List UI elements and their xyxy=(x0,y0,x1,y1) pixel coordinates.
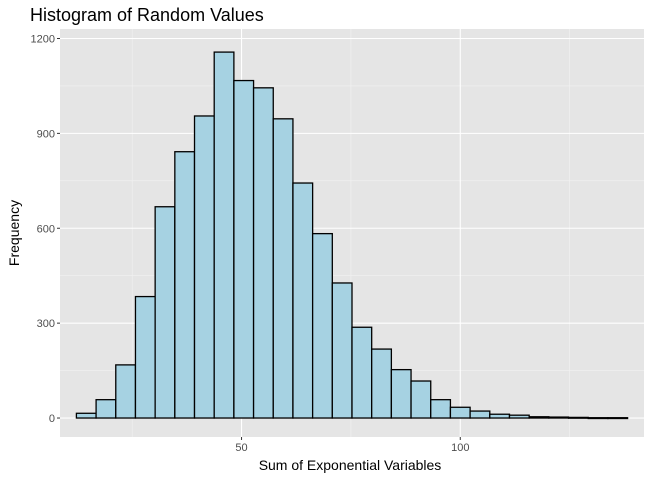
histogram-bar xyxy=(489,413,511,419)
histogram-bar xyxy=(548,416,570,419)
histogram-bar xyxy=(331,282,353,419)
histogram-bars xyxy=(75,51,629,420)
histogram-bar xyxy=(607,417,629,420)
histogram-bar xyxy=(174,151,196,419)
x-axis: 50 100 xyxy=(235,437,469,454)
histogram-bar xyxy=(292,182,314,419)
histogram-bar xyxy=(252,87,274,419)
y-axis: 0 300 600 900 1200 xyxy=(31,33,60,425)
x-tick-label: 100 xyxy=(451,442,469,454)
histogram-bar xyxy=(469,410,491,419)
x-axis-title: Sum of Exponential Variables xyxy=(259,457,442,473)
histogram-bar xyxy=(528,416,550,419)
histogram-bar xyxy=(75,412,97,419)
histogram-bar xyxy=(508,414,530,419)
y-tick-label: 0 xyxy=(49,413,55,425)
y-tick-label: 1200 xyxy=(31,33,55,45)
y-tick-label: 900 xyxy=(37,128,55,140)
histogram-bar xyxy=(115,364,137,419)
histogram-bar xyxy=(410,380,432,419)
y-axis-title: Frequency xyxy=(6,200,22,266)
histogram-bar xyxy=(587,417,609,420)
histogram-bar xyxy=(449,406,471,419)
histogram-bar xyxy=(430,399,452,419)
histogram-bar xyxy=(311,232,333,419)
histogram-bar xyxy=(213,51,235,419)
chart-title: Histogram of Random Values xyxy=(30,5,264,25)
histogram-bar xyxy=(134,295,156,419)
histogram-bar xyxy=(95,399,117,419)
histogram-bar xyxy=(567,416,589,419)
x-tick-label: 50 xyxy=(235,442,247,454)
y-tick-label: 300 xyxy=(37,318,55,330)
histogram-bar xyxy=(193,115,215,419)
histogram-bar xyxy=(390,368,412,419)
histogram-bar xyxy=(371,348,393,419)
histogram-bar xyxy=(233,79,255,419)
histogram-bar xyxy=(272,118,294,419)
y-tick-label: 600 xyxy=(37,223,55,235)
histogram-bar xyxy=(351,326,373,419)
histogram-bar xyxy=(154,206,176,419)
